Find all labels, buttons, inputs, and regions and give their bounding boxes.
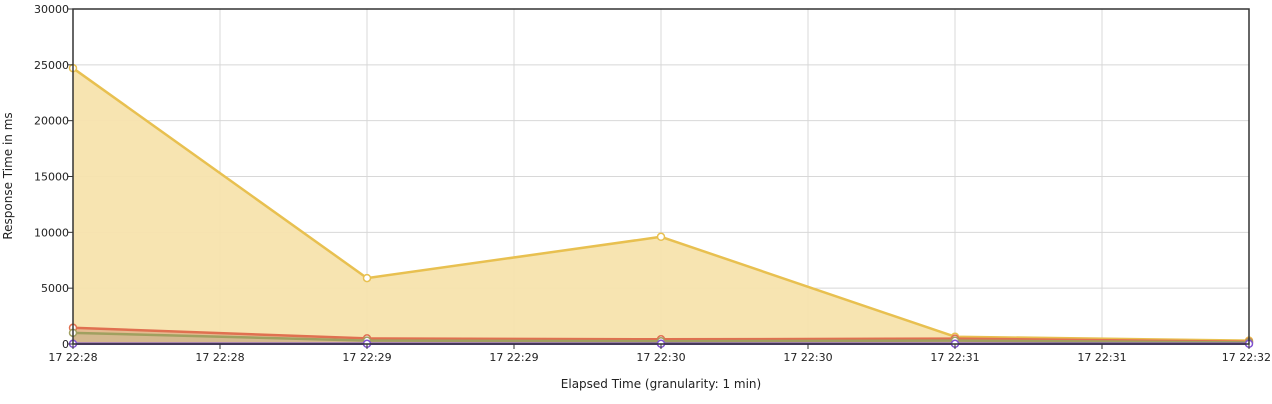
x-tick-label-3: 17 22:29 bbox=[489, 351, 538, 364]
x-tick-label-6: 17 22:31 bbox=[930, 351, 979, 364]
y-tick-label-5: 25000 bbox=[34, 59, 69, 72]
series-0-point-1 bbox=[364, 275, 371, 282]
y-tick-label-1: 5000 bbox=[41, 282, 69, 295]
y-axis-title: Response Time in ms bbox=[1, 112, 15, 239]
x-tick-label-1: 17 22:28 bbox=[195, 351, 244, 364]
y-tick-label-2: 10000 bbox=[34, 226, 69, 239]
x-tick-label-2: 17 22:29 bbox=[342, 351, 391, 364]
y-tick-label-4: 20000 bbox=[34, 115, 69, 128]
series-0-point-2 bbox=[658, 233, 665, 240]
x-tick-label-8: 17 22:32 bbox=[1222, 351, 1271, 364]
y-axis-ticks: 0 5000 10000 15000 20000 25000 30000 bbox=[34, 3, 73, 351]
y-tick-label-3: 15000 bbox=[34, 171, 69, 184]
x-tick-label-4: 17 22:30 bbox=[636, 351, 685, 364]
y-tick-label-6: 30000 bbox=[34, 3, 69, 16]
y-tick-label-0: 0 bbox=[62, 338, 69, 351]
x-tick-label-0: 17 22:28 bbox=[48, 351, 97, 364]
x-tick-label-5: 17 22:30 bbox=[783, 351, 832, 364]
x-tick-label-7: 17 22:31 bbox=[1077, 351, 1126, 364]
x-axis-title: Elapsed Time (granularity: 1 min) bbox=[561, 377, 761, 391]
